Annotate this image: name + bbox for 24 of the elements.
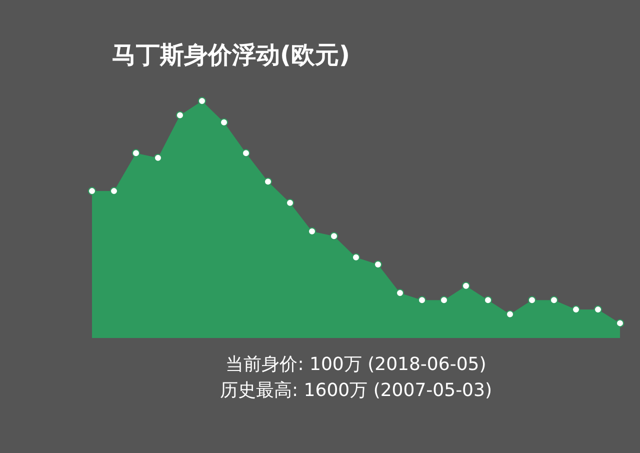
point <box>528 296 536 304</box>
point <box>286 198 294 207</box>
point <box>616 319 624 328</box>
chart-title: 马丁斯身价浮动(欧元) <box>112 41 350 69</box>
point <box>396 288 404 297</box>
point <box>462 282 470 290</box>
point <box>506 310 514 318</box>
point <box>418 296 426 304</box>
point <box>440 296 448 304</box>
point <box>264 178 272 186</box>
point <box>132 149 140 158</box>
point <box>550 296 558 304</box>
point <box>220 118 228 126</box>
text: 历史最高: 1600万 (2007-05-03) <box>220 380 492 401</box>
point <box>484 296 492 304</box>
point <box>198 97 206 105</box>
point <box>242 149 250 158</box>
point <box>154 154 162 162</box>
point <box>88 187 96 196</box>
point <box>176 111 184 120</box>
point <box>330 232 338 240</box>
point <box>308 227 316 236</box>
text: 当前身价: 100万 (2018-06-05) <box>226 354 486 375</box>
point <box>352 253 360 262</box>
